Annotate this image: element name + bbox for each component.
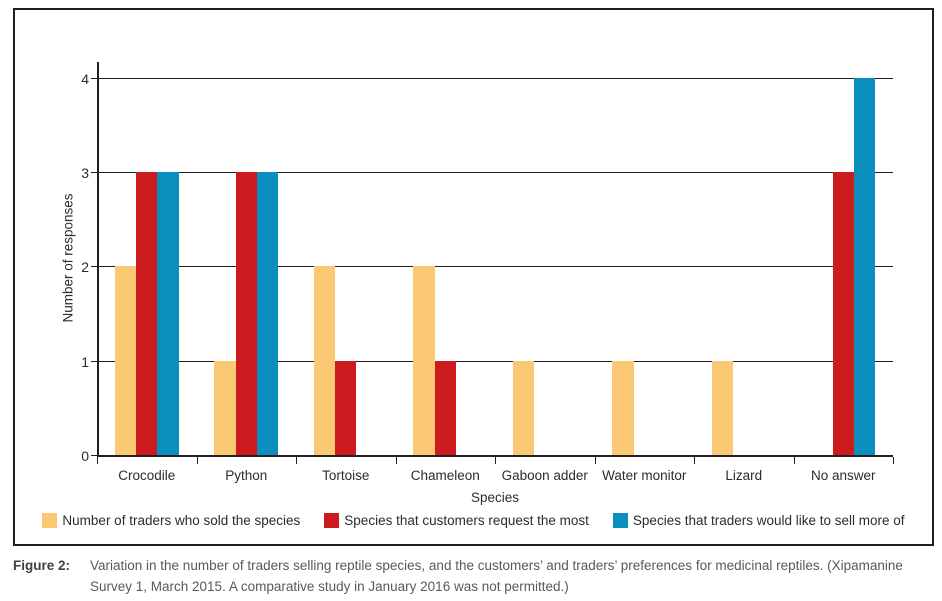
legend-item-2: Species that customers request the most bbox=[324, 513, 589, 528]
legend-swatch-icon bbox=[324, 513, 340, 528]
legend-item-1: Number of traders who sold the species bbox=[42, 513, 300, 528]
y-tick-4 bbox=[91, 77, 97, 79]
bar-series2-python bbox=[235, 171, 257, 455]
bar-series3-crocodile bbox=[157, 171, 179, 455]
bar-series1-gaboon-adder bbox=[512, 360, 535, 455]
x-category-label: Chameleon bbox=[410, 468, 480, 483]
x-category-label: Gaboon adder bbox=[501, 468, 588, 483]
y-tick-0 bbox=[91, 455, 97, 456]
legend: Number of traders who sold the species Sp… bbox=[15, 513, 932, 528]
y-tick-label-4: 4 bbox=[81, 70, 89, 87]
x-tick-4 bbox=[495, 457, 496, 464]
legend-swatch-icon bbox=[42, 513, 58, 528]
x-tick-7 bbox=[793, 457, 795, 464]
x-tick-1 bbox=[196, 457, 198, 464]
chart-figure: 0 1 2 3 4 Crocodile Python Tortoise Chameleon Gab… bbox=[13, 8, 934, 546]
bar-series1-chameleon bbox=[413, 266, 435, 455]
x-tick-3 bbox=[395, 457, 397, 464]
y-tick-label-3: 3 bbox=[81, 164, 89, 181]
bar-series1-lizard bbox=[711, 360, 734, 455]
figure-caption: Figure 2: Variation in the number of tra… bbox=[13, 556, 930, 598]
y-tick-label-0: 0 bbox=[81, 448, 89, 464]
bar-series2-tortoise bbox=[335, 360, 357, 455]
bar-series1-tortoise bbox=[313, 266, 336, 455]
x-category-label: Crocodile bbox=[118, 468, 176, 483]
figure-caption-text: Variation in the number of traders selli… bbox=[90, 558, 903, 594]
legend-label: Number of traders who sold the species bbox=[62, 513, 301, 528]
gridline-2 bbox=[97, 266, 893, 268]
legend-label: Species that customers request the most bbox=[344, 513, 589, 528]
y-tick-2 bbox=[91, 266, 97, 268]
bar-series3-python bbox=[256, 171, 279, 455]
x-tick-5 bbox=[594, 457, 596, 464]
bar-series2-crocodile bbox=[136, 171, 158, 455]
x-category-label: Water monitor bbox=[602, 468, 687, 483]
gridline-3 bbox=[97, 171, 893, 173]
gridline-4 bbox=[97, 77, 893, 79]
y-tick-1 bbox=[91, 360, 97, 362]
bar-chart: 0 1 2 3 4 Crocodile Python Tortoise Chameleon Gab… bbox=[15, 10, 932, 544]
x-axis-title: Species bbox=[470, 490, 520, 505]
x-tick-2 bbox=[296, 457, 297, 464]
legend-swatch-icon bbox=[612, 513, 628, 528]
bar-series1-crocodile bbox=[114, 266, 137, 455]
x-category-label: No answer bbox=[810, 468, 876, 483]
figure-caption-label: Figure 2: bbox=[13, 558, 71, 573]
y-axis-title: Number of responses bbox=[60, 193, 76, 323]
legend-label: Species that traders would like to sell … bbox=[632, 513, 905, 528]
y-tick-label-2: 2 bbox=[81, 259, 89, 276]
x-axis bbox=[97, 455, 893, 457]
x-category-label: Lizard bbox=[725, 468, 763, 483]
bar-series3-no-answer bbox=[853, 77, 876, 455]
bar-series2-no-answer bbox=[832, 171, 854, 455]
x-tick-8 bbox=[893, 457, 894, 464]
y-axis bbox=[97, 62, 99, 457]
x-tick-0 bbox=[97, 457, 98, 464]
x-category-label: Python bbox=[225, 468, 268, 483]
x-tick-6 bbox=[694, 457, 695, 464]
y-tick-3 bbox=[91, 171, 97, 173]
bar-series2-chameleon bbox=[434, 360, 456, 455]
y-tick-label-1: 1 bbox=[81, 353, 89, 370]
x-category-label: Tortoise bbox=[322, 468, 370, 483]
bar-series1-water-monitor bbox=[612, 360, 634, 455]
gridline-1 bbox=[97, 360, 893, 362]
bar-series1-python bbox=[214, 360, 236, 455]
legend-item-3: Species that traders would like to sell … bbox=[612, 513, 905, 528]
